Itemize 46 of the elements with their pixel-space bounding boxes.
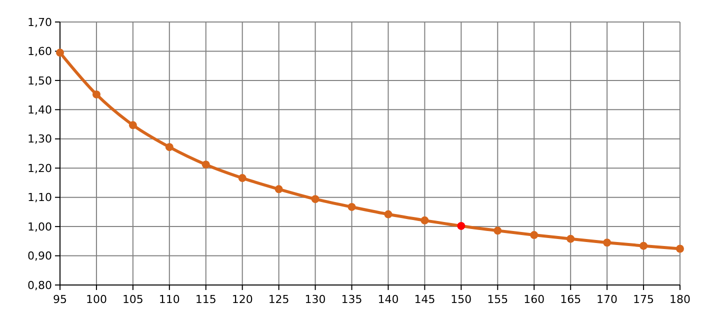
x-tick-label: 125 [268, 293, 290, 306]
x-tick-label: 115 [195, 293, 216, 306]
point [238, 174, 246, 182]
y-tick-label: 1,40 [28, 104, 52, 117]
y-tick-label: 1,00 [28, 220, 52, 234]
y-tick-label: 0,90 [28, 250, 52, 263]
point [566, 234, 575, 243]
point [92, 90, 100, 98]
x-tick-label: 120 [232, 293, 253, 306]
x-tick-label: 170 [596, 293, 618, 306]
point [384, 210, 392, 218]
y-tick-label: 0,80 [28, 278, 52, 292]
point [128, 121, 137, 130]
point [274, 185, 283, 194]
point [202, 160, 210, 169]
x-tick-label: 165 [560, 293, 582, 306]
point [676, 244, 684, 253]
x-tick-label: 105 [122, 293, 144, 306]
y-tick-label: 1,50 [28, 74, 52, 88]
point [603, 238, 612, 247]
x-tick-label: 145 [414, 293, 436, 306]
x-tick-label: 160 [524, 293, 545, 306]
x-tick-label: 95 [53, 293, 67, 306]
point [640, 242, 648, 250]
point [56, 48, 64, 57]
point [420, 216, 429, 224]
point [165, 143, 174, 152]
y-tick-label: 1,20 [28, 162, 52, 175]
y-tick-label: 1,60 [28, 45, 52, 58]
x-tick-label: 140 [378, 293, 399, 306]
point [494, 226, 502, 235]
x-tick-label: 175 [633, 293, 654, 306]
x-tick-label: 110 [158, 293, 180, 306]
point [348, 202, 356, 211]
x-tick-label: 135 [341, 293, 362, 306]
x-tick-label: 100 [86, 293, 107, 306]
y-tick-label: 1,10 [28, 191, 52, 204]
x-tick-label: 155 [487, 293, 508, 306]
y-tick-label: 1,30 [28, 132, 52, 146]
x-tick-label: 150 [450, 293, 472, 306]
point [457, 222, 466, 230]
point [530, 231, 538, 240]
x-tick-label: 180 [670, 293, 690, 306]
x-tick-label: 130 [304, 293, 326, 306]
point [311, 195, 320, 204]
y-tick-label: 1,70 [28, 16, 52, 29]
